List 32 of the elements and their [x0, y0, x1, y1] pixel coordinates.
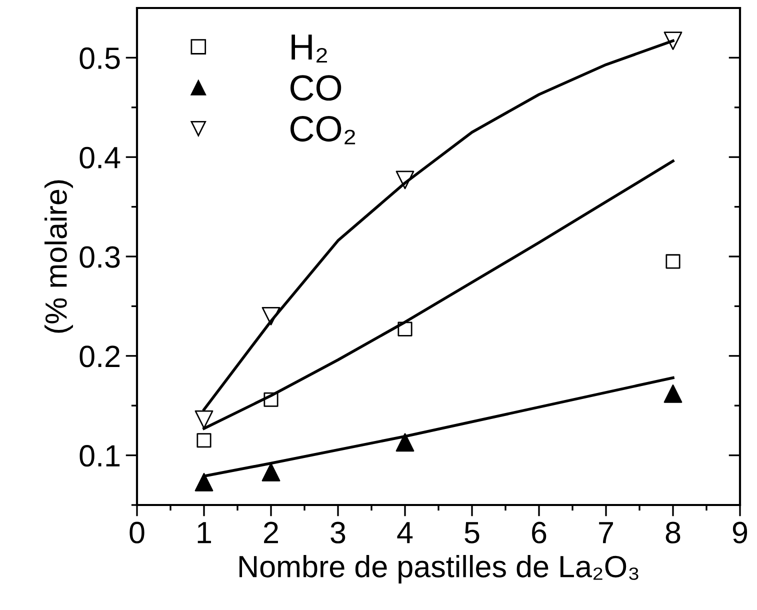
- x-tick-label: 5: [464, 522, 480, 544]
- point: [196, 433, 212, 448]
- legend-label: CO₂: [290, 116, 356, 144]
- x-axis-title: Nombre de pastilles de La₂O₃: [239, 555, 638, 584]
- legend-label: CO: [290, 75, 342, 101]
- point: [664, 384, 682, 403]
- y-tick-label: 0.2: [80, 346, 120, 368]
- x-tick-label: 4: [397, 522, 413, 544]
- point: [396, 170, 414, 190]
- point: [264, 392, 278, 407]
- point: [262, 463, 280, 482]
- point: [396, 433, 414, 452]
- point: [194, 410, 214, 429]
- x-tick-label: 7: [599, 522, 613, 544]
- point: [664, 32, 682, 50]
- x-tick-label: 6: [532, 522, 546, 544]
- x-tick-label: 8: [666, 522, 680, 544]
- x-tick-label: 9: [732, 522, 748, 544]
- point: [194, 472, 214, 492]
- point: [666, 254, 680, 269]
- point: [398, 322, 412, 336]
- x-tick-label: 0: [130, 522, 144, 544]
- x-tick-label: 1: [198, 522, 212, 544]
- y-tick-label: 0.4: [80, 146, 120, 168]
- y-tick-label: 0.5: [80, 47, 120, 70]
- x-tick-label: 2: [264, 522, 278, 544]
- y-axis-title: (% molaire): [44, 180, 73, 333]
- y-tick-label: 0.3: [80, 246, 120, 268]
- y-tick-label: 0.1: [80, 445, 120, 467]
- point: [262, 306, 280, 326]
- legend-label: H₂: [292, 34, 327, 63]
- x-tick-label: 3: [330, 522, 346, 544]
